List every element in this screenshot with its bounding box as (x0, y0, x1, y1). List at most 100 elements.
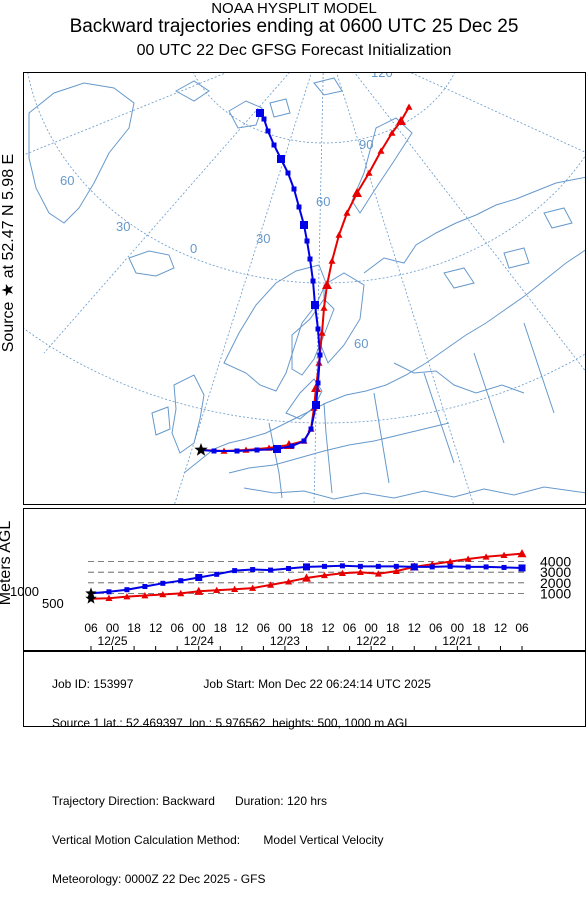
graticule (24, 73, 585, 504)
profile-marker (374, 570, 382, 577)
blue-trajectory-marker (256, 109, 264, 117)
x-tick-label: 12 (235, 621, 249, 635)
blue-trajectory-marker (211, 448, 217, 454)
job-info-text: Job ID: 153997 Job Start: Mon Dec 22 06:… (52, 652, 431, 912)
red-trajectory-marker (328, 257, 336, 264)
profile-marker (429, 564, 435, 570)
profile-marker (250, 567, 256, 573)
blue-trajectory-marker (300, 221, 308, 229)
profile-marker (518, 564, 526, 572)
red-trajectory-marker (343, 209, 351, 216)
model-title: NOAA HYSPLIT MODEL (211, 0, 377, 17)
x-tick-label: 06 (171, 621, 185, 635)
x-tick-label: 12 (149, 621, 163, 635)
x-tick-label: 06 (84, 621, 98, 635)
x-date-label: 12/25 (98, 634, 128, 648)
profile-marker (232, 568, 238, 574)
profile-marker (268, 567, 274, 573)
graticule-label: 60 (354, 336, 368, 351)
blue-trajectory-marker (317, 352, 323, 358)
blue-trajectory-marker (304, 238, 310, 244)
profile-marker (213, 586, 221, 594)
y-tick-label: 2000 (540, 575, 571, 591)
x-tick-label: 00 (106, 621, 120, 635)
y-tick-label: 1000 (540, 585, 571, 601)
info-line: Trajectory Direction: Backward Duration:… (52, 794, 327, 808)
profile-date-labels: 12/25 12/24 12/23 12/22 12/21 (98, 634, 473, 648)
y-tick-label: 4000 (540, 554, 571, 570)
blue-trajectory-marker (271, 142, 277, 148)
x-date-label: 12/21 (442, 634, 472, 648)
blue-trajectory-marker (289, 443, 295, 449)
x-tick-label: 00 (451, 621, 465, 635)
red-trajectory-marker (352, 188, 362, 197)
x-date-label: 12/23 (270, 634, 300, 648)
blue-trajectory-marker (261, 116, 267, 122)
blue-trajectory-marker (301, 438, 307, 444)
blue-trajectory-marker (315, 326, 321, 332)
profile-marker (339, 563, 345, 569)
blue-trajectory-marker (285, 170, 291, 176)
x-date-label: 12/24 (184, 634, 214, 648)
profile-marker (357, 563, 363, 569)
graticule-label: 60 (60, 173, 74, 188)
blue-trajectory-marker (315, 380, 321, 386)
profile-marker (123, 593, 131, 600)
graticule-label: 120 (371, 73, 393, 80)
x-tick-label: 00 (192, 621, 206, 635)
blue-trajectory-marker (291, 186, 297, 192)
red-trajectory-marker (365, 169, 373, 176)
profile-marker (393, 563, 399, 569)
x-tick-label: 12 (408, 621, 422, 635)
x-tick-label: 18 (300, 621, 314, 635)
info-line: Meteorology: 0000Z 22 Dec 2025 - GFS (52, 872, 266, 886)
profile-marker (483, 564, 489, 570)
x-tick-label: 18 (472, 621, 486, 635)
profile-marker (141, 592, 149, 599)
red-trajectory-marker (388, 129, 396, 136)
initialization-subtitle: 00 UTC 22 Dec GFSG Forecast Initializati… (136, 42, 452, 59)
profile-marker (356, 568, 364, 575)
profile-marker (517, 549, 527, 558)
red-trajectory-marker (377, 147, 385, 154)
start-height-label: 500 (42, 596, 64, 611)
profile-series (85, 549, 527, 604)
red-trajectory-marker (405, 103, 413, 110)
profile-marker (375, 563, 381, 569)
blue-trajectory-marker (308, 426, 314, 432)
x-tick-label: 06 (257, 621, 271, 635)
graticule-label: 30 (116, 219, 130, 234)
graticule-label: 30 (256, 231, 270, 246)
profile-marker (410, 563, 418, 571)
info-line (52, 756, 431, 769)
profile-marker (159, 590, 167, 598)
profile-marker (465, 564, 471, 570)
profile-marker (464, 555, 472, 562)
y-tick-label: 3000 (540, 564, 571, 580)
blue-trajectory-marker (296, 204, 302, 210)
trajectory-lines (194, 103, 413, 456)
profile-marker (105, 594, 113, 601)
red-trajectory-marker (335, 231, 343, 238)
coastlines (28, 77, 585, 500)
profile-marker (392, 567, 400, 574)
blue-trajectory-marker (307, 256, 313, 262)
x-tick-label: 12 (494, 621, 508, 635)
profile-marker (267, 581, 275, 588)
blue-trajectory-marker (311, 301, 319, 309)
profile-marker (286, 565, 292, 571)
x-tick-label: 00 (364, 621, 378, 635)
blue-trajectory-marker (312, 401, 320, 409)
profile-marker (249, 584, 257, 591)
profile-marker (231, 585, 239, 592)
info-line: Vertical Motion Calculation Method: Mode… (52, 833, 384, 847)
info-line: Source 1 lat.: 52.469397 lon.: 5.976562 … (52, 716, 411, 730)
red-trajectory-marker (320, 304, 328, 311)
profile-marker (285, 578, 293, 585)
profile-marker (177, 589, 185, 597)
blue-trajectory-marker (265, 128, 271, 134)
x-date-label: 12/22 (356, 634, 386, 648)
red-trajectory-marker (322, 280, 332, 289)
